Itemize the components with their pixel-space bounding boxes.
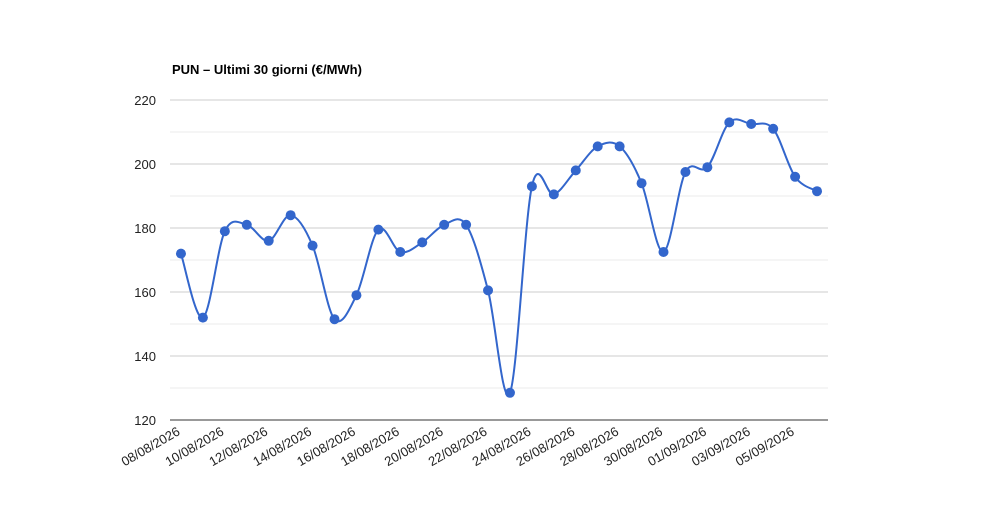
point — [439, 219, 450, 230]
point — [702, 162, 713, 173]
y-tick-label: 120 — [134, 413, 156, 428]
point — [373, 224, 384, 235]
point — [395, 247, 406, 257]
point — [614, 141, 625, 152]
point — [329, 314, 340, 325]
point — [548, 189, 559, 200]
point — [219, 226, 230, 237]
y-tick-label: 160 — [134, 285, 156, 300]
point — [636, 178, 647, 189]
y-tick-label: 220 — [134, 93, 156, 108]
y-tick-label: 140 — [134, 349, 156, 364]
point — [483, 285, 494, 296]
point — [351, 290, 362, 301]
point — [680, 167, 691, 177]
point — [241, 219, 252, 230]
point — [592, 141, 603, 152]
y-tick-label: 180 — [134, 221, 156, 236]
point — [197, 312, 208, 323]
point — [768, 123, 779, 134]
point — [790, 171, 801, 182]
point — [746, 119, 757, 129]
y-tick-label: 200 — [134, 157, 156, 172]
point — [461, 219, 472, 230]
point — [263, 235, 274, 246]
point — [504, 387, 515, 398]
point — [812, 186, 823, 197]
point — [417, 237, 428, 248]
point — [526, 181, 537, 192]
chart-title: PUN – Ultimi 30 giorni (€/MWh) — [172, 62, 362, 77]
line — [180, 118, 818, 396]
point — [175, 248, 186, 259]
point — [285, 210, 296, 221]
point — [307, 240, 318, 251]
point — [570, 165, 581, 176]
point — [658, 247, 669, 257]
point — [724, 117, 735, 128]
